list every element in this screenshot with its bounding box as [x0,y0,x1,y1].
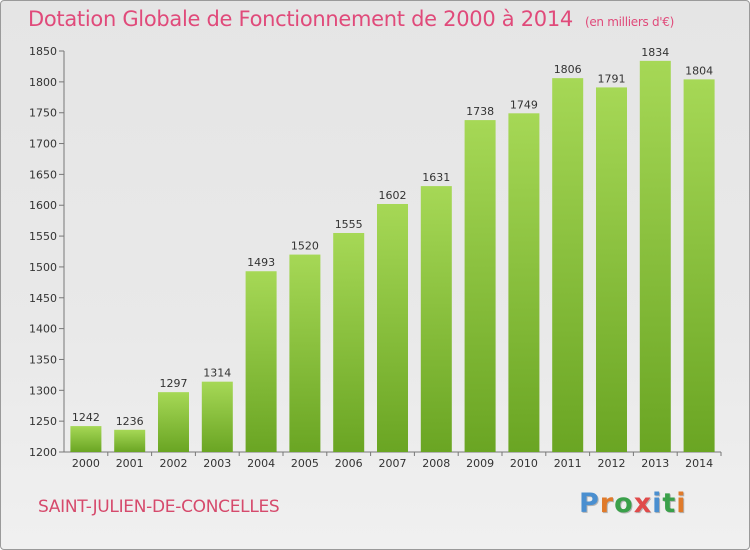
bar [639,60,671,453]
y-tick-label: 1700 [29,138,57,151]
data-label: 1834 [641,46,669,59]
bar [289,254,321,452]
x-tick-label: 2014 [685,457,713,470]
bar [683,79,715,452]
bars [70,60,715,453]
y-tick-label: 1650 [29,168,57,181]
logo-letter: x [633,488,653,519]
x-tick-label: 2009 [466,457,494,470]
chart-title: Dotation Globale de Fonctionnement de 20… [28,7,674,31]
y-tick-label: 1350 [29,353,57,366]
x-tick-label: 2012 [598,457,626,470]
commune-name: SAINT-JULIEN-DE-CONCELLES [38,497,280,517]
y-tick-label: 1250 [29,415,57,428]
x-tick-label: 2011 [554,457,582,470]
data-label: 1749 [510,98,538,111]
data-label: 1242 [72,411,100,424]
data-label: 1804 [685,64,713,77]
labels: 1242 1236 1297 1314 1493 1520 1555 1602 1631 1738… [72,46,713,428]
x-tick-label: 2008 [422,457,450,470]
data-label: 1631 [422,171,450,184]
bar [245,271,277,452]
data-label: 1236 [116,415,144,428]
logo-letter: P [579,488,600,519]
logo-letter: i [676,488,687,519]
bar [333,232,365,452]
bar [596,87,627,452]
data-label: 1791 [598,72,626,85]
y-tick-label: 1300 [29,384,57,397]
bar [377,203,408,452]
x-tick-label: 2003 [203,457,231,470]
bar [420,186,452,453]
x-tick-label: 2013 [641,457,669,470]
logo-letter: t [662,488,677,519]
x-tick-label: 2004 [247,457,275,470]
data-label: 1520 [291,240,319,253]
proxiti-logo: Proxiti [579,488,687,519]
bar [508,113,540,452]
y-tick-label: 1550 [29,230,57,243]
axes: 1200 1250 1300 1350 1400 1450 1500 1550 1600 1650… [29,45,722,470]
bar [201,381,233,452]
x-tick-label: 2005 [291,457,319,470]
y-tick-label: 1400 [29,323,57,336]
data-label: 1493 [247,256,275,269]
data-label: 1314 [203,367,231,380]
data-label: 1602 [379,189,407,202]
x-tick-label: 2000 [72,457,100,470]
logo-letter: i [652,488,663,519]
x-tick-label: 2002 [160,457,188,470]
chart-subtitle: (en milliers d'€) [584,15,674,29]
logo-letter: o [614,488,634,519]
x-tick-label: 2006 [335,457,363,470]
bar [158,392,189,452]
x-tick-label: 2001 [116,457,144,470]
title-text: Dotation Globale de Fonctionnement de 20… [28,7,573,31]
x-tick-label: 2010 [510,457,538,470]
y-tick-label: 1600 [29,199,57,212]
y-tick-label: 1450 [29,292,57,305]
y-tick-label: 1850 [29,45,57,58]
bar [552,78,584,452]
logo-letter: r [599,488,615,519]
y-tick-label: 1500 [29,261,57,274]
data-label: 1297 [160,377,188,390]
y-tick-label: 1750 [29,107,57,120]
data-label: 1806 [554,63,582,76]
y-tick-label: 1800 [29,76,57,89]
bar [114,429,146,452]
bar [70,426,102,452]
y-tick-label: 1200 [29,446,57,459]
data-label: 1555 [335,218,363,231]
x-tick-label: 2007 [379,457,407,470]
bar [464,120,496,452]
data-label: 1738 [466,105,494,118]
